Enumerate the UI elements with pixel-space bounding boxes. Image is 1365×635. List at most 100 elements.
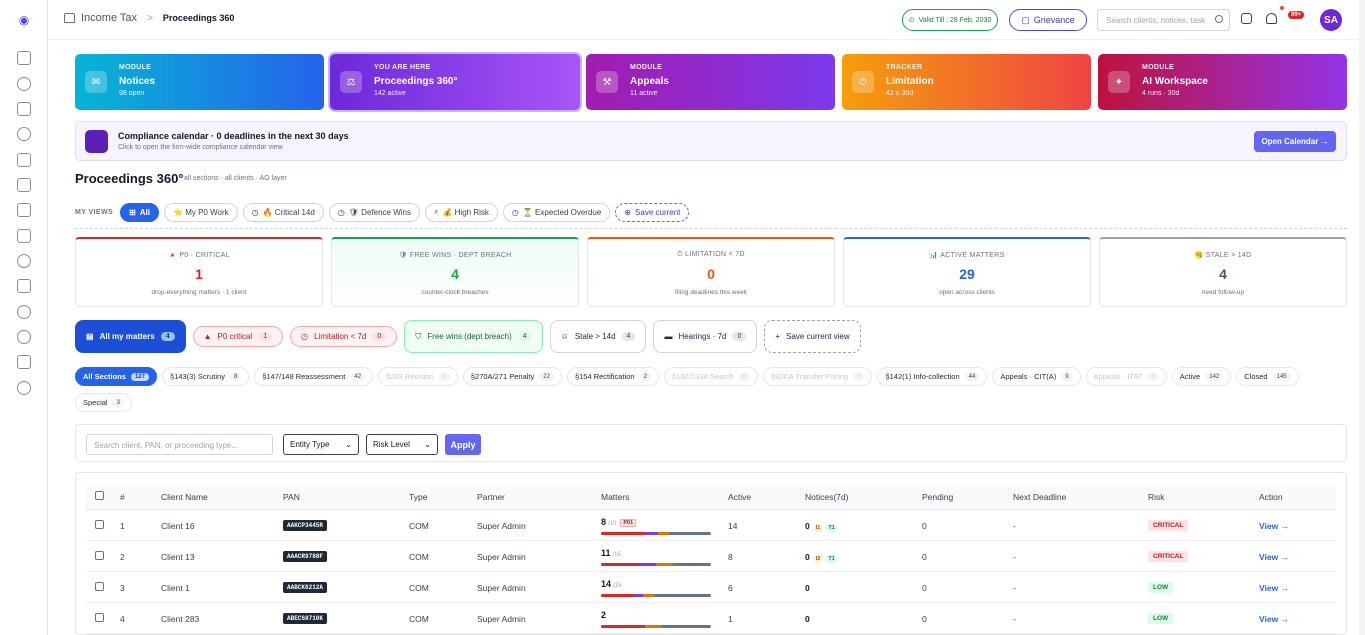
section-appeals-cita[interactable]: Appeals · CIT(A) 9 [992, 367, 1080, 386]
row-checkbox[interactable] [95, 613, 104, 622]
section-92ca[interactable]: §92CA Transfer Pricing 0 [763, 367, 872, 386]
grievance-button[interactable]: ▢ Grievance [1009, 9, 1087, 31]
global-search-input[interactable]: Search clients, notices, task [1097, 9, 1230, 31]
table-row[interactable]: 3 Client 1 AABCK6212A COM Super Admin 14… [86, 572, 1336, 603]
view-all[interactable]: ⊞ All [120, 203, 159, 222]
col-header[interactable]: Active [728, 492, 751, 502]
view-high-risk[interactable]: ⌕ 💰 High Risk [425, 203, 498, 222]
matters-total: /15 [613, 552, 621, 558]
document-icon[interactable] [17, 102, 31, 116]
col-header[interactable]: Notices(7d) [805, 492, 848, 502]
col-header[interactable]: Pending [922, 492, 953, 502]
chip-save-current-view[interactable]: + Save current view [764, 320, 860, 353]
table-row[interactable]: 4 Client 283 ABECS8710K COM Super Admin … [86, 603, 1336, 634]
section-appeals-itat[interactable]: Appeals · ITAT 0 [1086, 367, 1167, 386]
module-proceedings[interactable]: ⚖ YOU ARE HERE Proceedings 360° 142 acti… [330, 54, 580, 110]
transfer-icon[interactable] [17, 279, 31, 293]
chip-hearings[interactable]: ▬ Hearings · 7d 0 [653, 320, 757, 353]
col-header[interactable]: Type [409, 492, 427, 502]
chip-free-wins[interactable]: ⛉ Free wins (dept breach) 4 [404, 320, 542, 353]
checklist-icon[interactable] [17, 203, 31, 217]
row-checkbox[interactable] [95, 551, 104, 560]
status-closed[interactable]: Closed 145 [1236, 367, 1298, 386]
row-checkbox[interactable] [95, 520, 104, 529]
col-header[interactable]: Risk [1148, 492, 1165, 502]
section-154[interactable]: §154 Rectification 2 [567, 367, 659, 386]
client-search-input[interactable]: Search client, PAN, or proceeding type..… [86, 434, 273, 455]
page-scrollbar[interactable] [1359, 0, 1365, 635]
module-ai-workspace[interactable]: ✦ MODULE AI Workspace 4 runs · 30d [1098, 54, 1347, 110]
view-defence-wins[interactable]: ◷ 🛡 Defence Wins [329, 203, 420, 222]
chip-limitation[interactable]: ◷ Limitation < 7d 0 [290, 326, 397, 347]
open-calendar-button[interactable]: Open Calendar → [1254, 131, 1336, 152]
view-expected-overdue[interactable]: ◷ ⏳ Expected Overdue [503, 203, 610, 222]
module-limitation[interactable]: ⏱ TRACKER Limitation 42 ≤ 30d [842, 54, 1091, 110]
users-icon[interactable] [17, 77, 31, 91]
bell-icon[interactable] [17, 127, 31, 141]
col-header[interactable]: PAN [283, 492, 300, 502]
view-link[interactable]: View → [1259, 521, 1289, 531]
col-header[interactable]: Next Deadline [1013, 492, 1066, 502]
view-my-p0-work[interactable]: ⭐ My P0 Work [164, 203, 238, 222]
entity-type-select[interactable]: Entity Type ⌄ [283, 434, 359, 455]
save-current-view-button[interactable]: ⊕ Save current [615, 203, 689, 222]
select-all-checkbox[interactable] [95, 491, 104, 500]
table-row[interactable]: 2 Client 13 AAACR9788F COM Super Admin 1… [86, 541, 1336, 572]
status-active[interactable]: Active 142 [1172, 367, 1231, 386]
kpi-limitation[interactable]: ⏱ LIMITATION < 7D 0 filing deadlines thi… [587, 237, 835, 307]
kpi-desc: open across clients [844, 289, 1090, 296]
search-icon: ⌕ [434, 207, 438, 217]
eye-logo-icon[interactable]: ◉ [16, 13, 32, 25]
view-critical-14d[interactable]: ◷ 🔥 Critical 14d [243, 203, 324, 222]
view-link[interactable]: View → [1259, 583, 1289, 593]
page-title: Proceedings 360° [75, 171, 184, 186]
home-icon[interactable] [17, 51, 31, 65]
client-name[interactable]: Client 283 [161, 614, 199, 624]
chat-icon[interactable] [1241, 13, 1252, 24]
col-header[interactable]: Client Name [161, 492, 208, 502]
kpi-stale[interactable]: 🥱 STALE > 14D 4 need follow-up [1099, 237, 1347, 307]
compliance-calendar-banner[interactable]: Compliance calendar · 0 deadlines in the… [75, 121, 1347, 161]
notification-badge[interactable]: 99+ [1288, 11, 1304, 19]
headset-icon[interactable] [1266, 13, 1277, 24]
client-name[interactable]: Client 1 [161, 583, 190, 593]
section-143-3[interactable]: §143(3) Scrutiny 8 [162, 367, 249, 386]
client-name[interactable]: Client 16 [161, 521, 195, 531]
section-all[interactable]: All Sections 127 [75, 367, 157, 386]
chip-stale[interactable]: ☺ Stale > 14d 4 [550, 320, 647, 353]
breadcrumb-root[interactable]: Income Tax [81, 12, 137, 24]
section-142-1[interactable]: §142(1) Info-collection 44 [877, 367, 987, 386]
section-147-148[interactable]: §147/148 Reassessment 42 [254, 367, 373, 386]
table-row[interactable]: 1 Client 16 AAKCP3445R COM Super Admin 8… [86, 510, 1336, 541]
chip-p0-critical[interactable]: ▲ P0 critical 1 [193, 326, 284, 347]
col-header[interactable]: Matters [601, 492, 629, 502]
module-appeals[interactable]: ⚒ MODULE Appeals 11 active [586, 54, 835, 110]
target-icon[interactable] [17, 254, 31, 268]
clock-icon[interactable] [17, 330, 31, 344]
kpi-p0-critical[interactable]: 🔺 P0 · CRITICAL 1 drop-everything matter… [75, 237, 323, 307]
row-checkbox[interactable] [95, 582, 104, 591]
kpi-active-matters[interactable]: 📊 ACTIVE MATTERS 29 open across clients [843, 237, 1091, 307]
section-263[interactable]: §263 Revision 0 [378, 367, 458, 386]
search-icon[interactable] [1215, 15, 1223, 23]
col-header[interactable]: Partner [477, 492, 505, 502]
module-notices[interactable]: ✉ MODULE Notices 98 open [75, 54, 324, 110]
client-name[interactable]: Client 13 [161, 552, 195, 562]
risk-level-select[interactable]: Risk Level ⌄ [366, 434, 438, 455]
chart-icon[interactable] [17, 305, 31, 319]
section-132-133a[interactable]: §132/133A Search 0 [664, 367, 758, 386]
inbox-icon[interactable] [17, 355, 31, 369]
calendar-icon[interactable] [17, 178, 31, 192]
view-link[interactable]: View → [1259, 552, 1289, 562]
settings-icon[interactable] [17, 381, 31, 395]
gavel-icon[interactable] [17, 153, 31, 167]
chip-all-my-matters[interactable]: ▤ All my matters 4 [75, 320, 186, 353]
apply-button[interactable]: Apply [445, 434, 481, 455]
status-special[interactable]: Special 3 [75, 393, 132, 412]
home-icon[interactable] [64, 13, 75, 23]
section-270a-271[interactable]: §270A/271 Penalty 22 [463, 367, 562, 386]
file-icon[interactable] [17, 229, 31, 243]
avatar[interactable]: SA [1320, 9, 1342, 31]
view-link[interactable]: View → [1259, 614, 1289, 624]
kpi-free-wins[interactable]: 🛡 FREE WINS · DEPT BREACH 4 counter-cloc… [331, 237, 579, 307]
